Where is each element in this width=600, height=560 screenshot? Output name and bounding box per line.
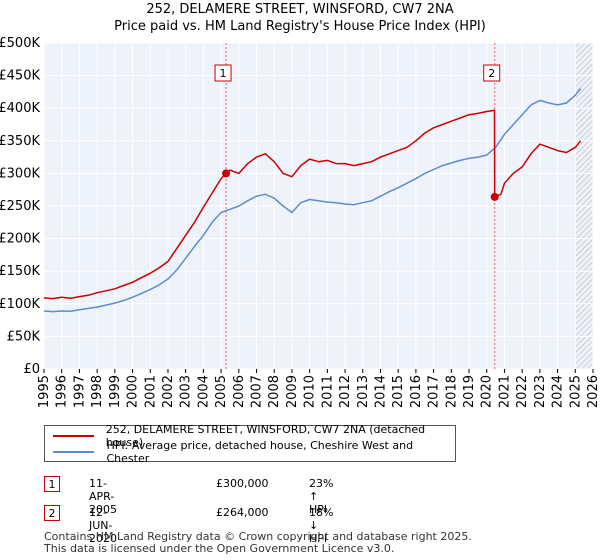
legend-label-property: 252, DELAMERE STREET, WINSFORD, CW7 2NA …: [105, 423, 426, 449]
x-tick-label: 2020: [480, 375, 495, 408]
transaction-price: £300,000: [216, 477, 269, 490]
x-tick-label: 2013: [356, 375, 371, 408]
sale-label: 1: [220, 67, 227, 80]
x-tick-label: 2004: [196, 375, 211, 408]
chart-title: 252, DELAMERE STREET, WINSFORD, CW7 2NA: [146, 2, 454, 17]
sale-label-box: [483, 64, 501, 82]
legend-swatch-hpi: [53, 451, 95, 453]
x-tick-label: 2025: [568, 375, 583, 408]
y-tick-label: £50K: [7, 329, 41, 344]
transaction-date: 11-APR-2005: [89, 477, 117, 516]
x-tick-label: 2015: [391, 375, 406, 408]
x-tick-label: 2024: [551, 375, 566, 408]
x-tick-label: 2019: [462, 375, 477, 408]
x-tick-label: 2023: [533, 375, 548, 408]
x-tick-label: 2007: [250, 375, 265, 408]
transaction-hpi: 18% ↓ HPI: [309, 506, 334, 545]
x-tick-label: 2009: [285, 375, 300, 408]
x-tick-label: 2016: [409, 375, 424, 408]
x-tick-label: 2003: [179, 375, 194, 408]
x-tick-label: 2008: [267, 375, 282, 408]
x-tick-label: 1996: [55, 375, 70, 408]
sale-label: 2: [488, 67, 495, 80]
x-tick-label: 1999: [108, 375, 123, 408]
x-tick-label: 2002: [161, 375, 176, 408]
sale-point: [222, 169, 231, 178]
x-tick-label: 2021: [497, 375, 512, 408]
y-tick-label: £200K: [0, 232, 40, 247]
chart-subtitle: Price paid vs. HM Land Registry's House …: [114, 19, 486, 34]
y-tick-label: £400K: [0, 101, 40, 116]
legend-item-property: 252, DELAMERE STREET, WINSFORD, CW7 2NA …: [45, 423, 455, 449]
x-tick-label: 2014: [373, 375, 388, 408]
x-tick-label: 2026: [586, 375, 600, 408]
price-chart: 1 2 £0 £50K £100K £150K £200K £250K £300K £350K £…: [0, 36, 600, 408]
y-tick-label: £350K: [0, 134, 40, 149]
legend: 252, DELAMERE STREET, WINSFORD, CW7 2NA …: [44, 423, 456, 465]
y-tick-label: £0: [23, 362, 40, 377]
y-tick-label: £250K: [0, 199, 40, 214]
x-tick-label: 2018: [444, 375, 459, 408]
footer-licence: This data is licensed under the Open Gov…: [44, 542, 395, 555]
x-tick-label: 2011: [320, 375, 335, 408]
x-tick-label: 2001: [143, 375, 158, 408]
x-tick-label: 2012: [338, 375, 353, 408]
transaction-hpi: 23% ↑ HPI: [309, 477, 334, 516]
legend-label-hpi: HPI: Average price, detached house, Ches…: [106, 439, 414, 465]
transaction-date: 12-JUN-2020: [89, 506, 117, 545]
footer-copyright: Contains HM Land Registry data © Crown c…: [44, 530, 472, 543]
sale-point: [490, 192, 499, 201]
x-tick-label: 2006: [232, 375, 247, 408]
transaction-number: 2: [44, 505, 60, 521]
sale-label-box: [214, 64, 232, 82]
y-tick-label: £100K: [0, 297, 40, 312]
legend-item-hpi: HPI: Average price, detached house, Ches…: [45, 439, 455, 465]
x-tick-label: 2005: [214, 375, 229, 408]
legend-swatch-property: [53, 435, 94, 437]
x-tick-label: 2000: [126, 375, 141, 408]
x-tick-label: 1997: [72, 375, 87, 408]
y-tick-label: £500K: [0, 36, 40, 51]
x-tick-label: 2017: [427, 375, 442, 408]
x-tick-label: 1995: [37, 375, 52, 408]
x-tick-label: 2022: [515, 375, 530, 408]
y-tick-label: £450K: [0, 69, 40, 84]
x-tick-label: 2010: [303, 375, 318, 408]
y-tick-label: £300K: [0, 166, 40, 181]
transaction-number: 1: [44, 476, 60, 492]
y-tick-label: £150K: [0, 264, 40, 279]
x-tick-label: 1998: [90, 375, 105, 408]
transaction-price: £264,000: [216, 506, 269, 519]
